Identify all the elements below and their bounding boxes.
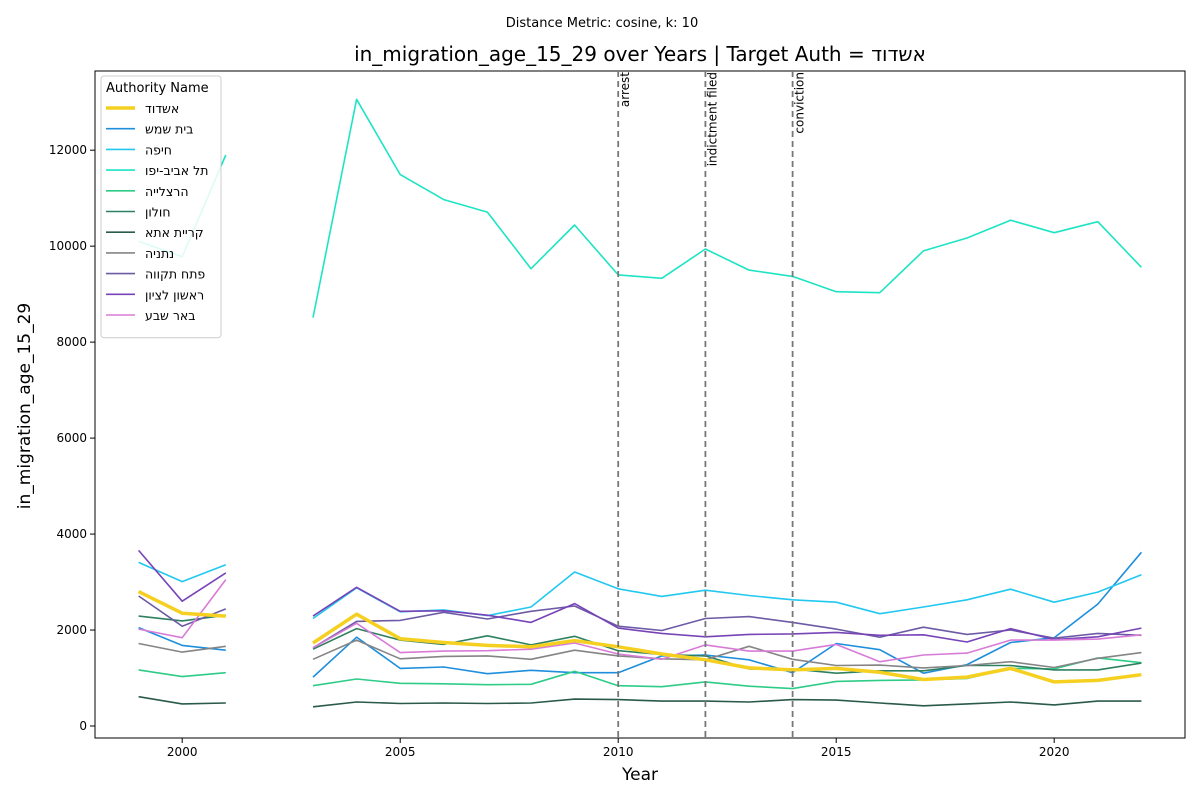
series-path bbox=[138, 98, 1142, 318]
series-path bbox=[137, 549, 1142, 643]
series-path bbox=[138, 639, 1142, 669]
x-tick-label: 2020 bbox=[1039, 745, 1070, 759]
legend-frame bbox=[100, 75, 222, 339]
axes-frame bbox=[94, 70, 1186, 739]
y-tick-label: 12000 bbox=[49, 143, 87, 157]
y-tick-label: 0 bbox=[79, 719, 87, 733]
series-path bbox=[138, 595, 1142, 649]
legend-label: תל אביב-יפו bbox=[145, 163, 208, 178]
legend-label: באר שבע bbox=[145, 308, 196, 323]
series-line bbox=[138, 551, 1143, 678]
series-path bbox=[138, 579, 1142, 663]
y-tick-label: 6000 bbox=[56, 431, 87, 445]
series-line bbox=[137, 549, 1142, 643]
legend-label: קריית אתא bbox=[145, 225, 204, 240]
legend-label: אשדוד bbox=[145, 101, 179, 116]
legend-label: נתניה bbox=[145, 246, 174, 261]
y-tick-label: 2000 bbox=[56, 623, 87, 637]
series-line bbox=[138, 695, 1142, 708]
series-line bbox=[137, 590, 1142, 684]
series-line bbox=[138, 639, 1142, 669]
x-tick-label: 2015 bbox=[821, 745, 852, 759]
x-tick-label: 2010 bbox=[603, 745, 634, 759]
series-line bbox=[138, 595, 1142, 649]
series-path bbox=[138, 695, 1142, 708]
plot-area: 2000 2005 2010 2015 2020 0 2000 4000 6000 8000 100… bbox=[49, 70, 1186, 759]
y-tick-label: 4000 bbox=[56, 527, 87, 541]
legend-label: פתח תקווה bbox=[145, 267, 205, 282]
legend-label: ראשון לציון bbox=[145, 287, 204, 302]
chart-suptitle: Distance Metric: cosine, k: 10 bbox=[506, 16, 698, 31]
series-line bbox=[138, 561, 1142, 620]
x-tick-label: 2005 bbox=[385, 745, 416, 759]
legend: Authority Name אשדוד בית שמש חיפה תל אביב-יפ… bbox=[100, 75, 222, 339]
x-tick-label: 2000 bbox=[167, 745, 198, 759]
chart-title: in_migration_age_15_29 over Years | Targ… bbox=[354, 42, 926, 66]
legend-title: Authority Name bbox=[106, 81, 209, 96]
legend-label: חולון bbox=[145, 205, 171, 220]
x-axis-label: Year bbox=[621, 765, 658, 785]
series-path bbox=[138, 551, 1143, 678]
y-tick-label: 8000 bbox=[56, 335, 87, 349]
event-label: arrest bbox=[618, 72, 632, 107]
legend-label: חיפה bbox=[145, 142, 172, 157]
event-label: conviction bbox=[793, 72, 807, 134]
series-line bbox=[138, 98, 1142, 318]
series-line bbox=[138, 579, 1142, 663]
y-axis-label: in_migration_age_15_29 bbox=[15, 303, 35, 509]
legend-label: הרצלייה bbox=[145, 184, 189, 199]
series-path bbox=[138, 561, 1142, 620]
legend-label: בית שמש bbox=[145, 122, 193, 137]
event-label: indictment filed bbox=[705, 72, 719, 166]
series-path bbox=[137, 590, 1142, 684]
y-tick-label: 10000 bbox=[49, 239, 87, 253]
